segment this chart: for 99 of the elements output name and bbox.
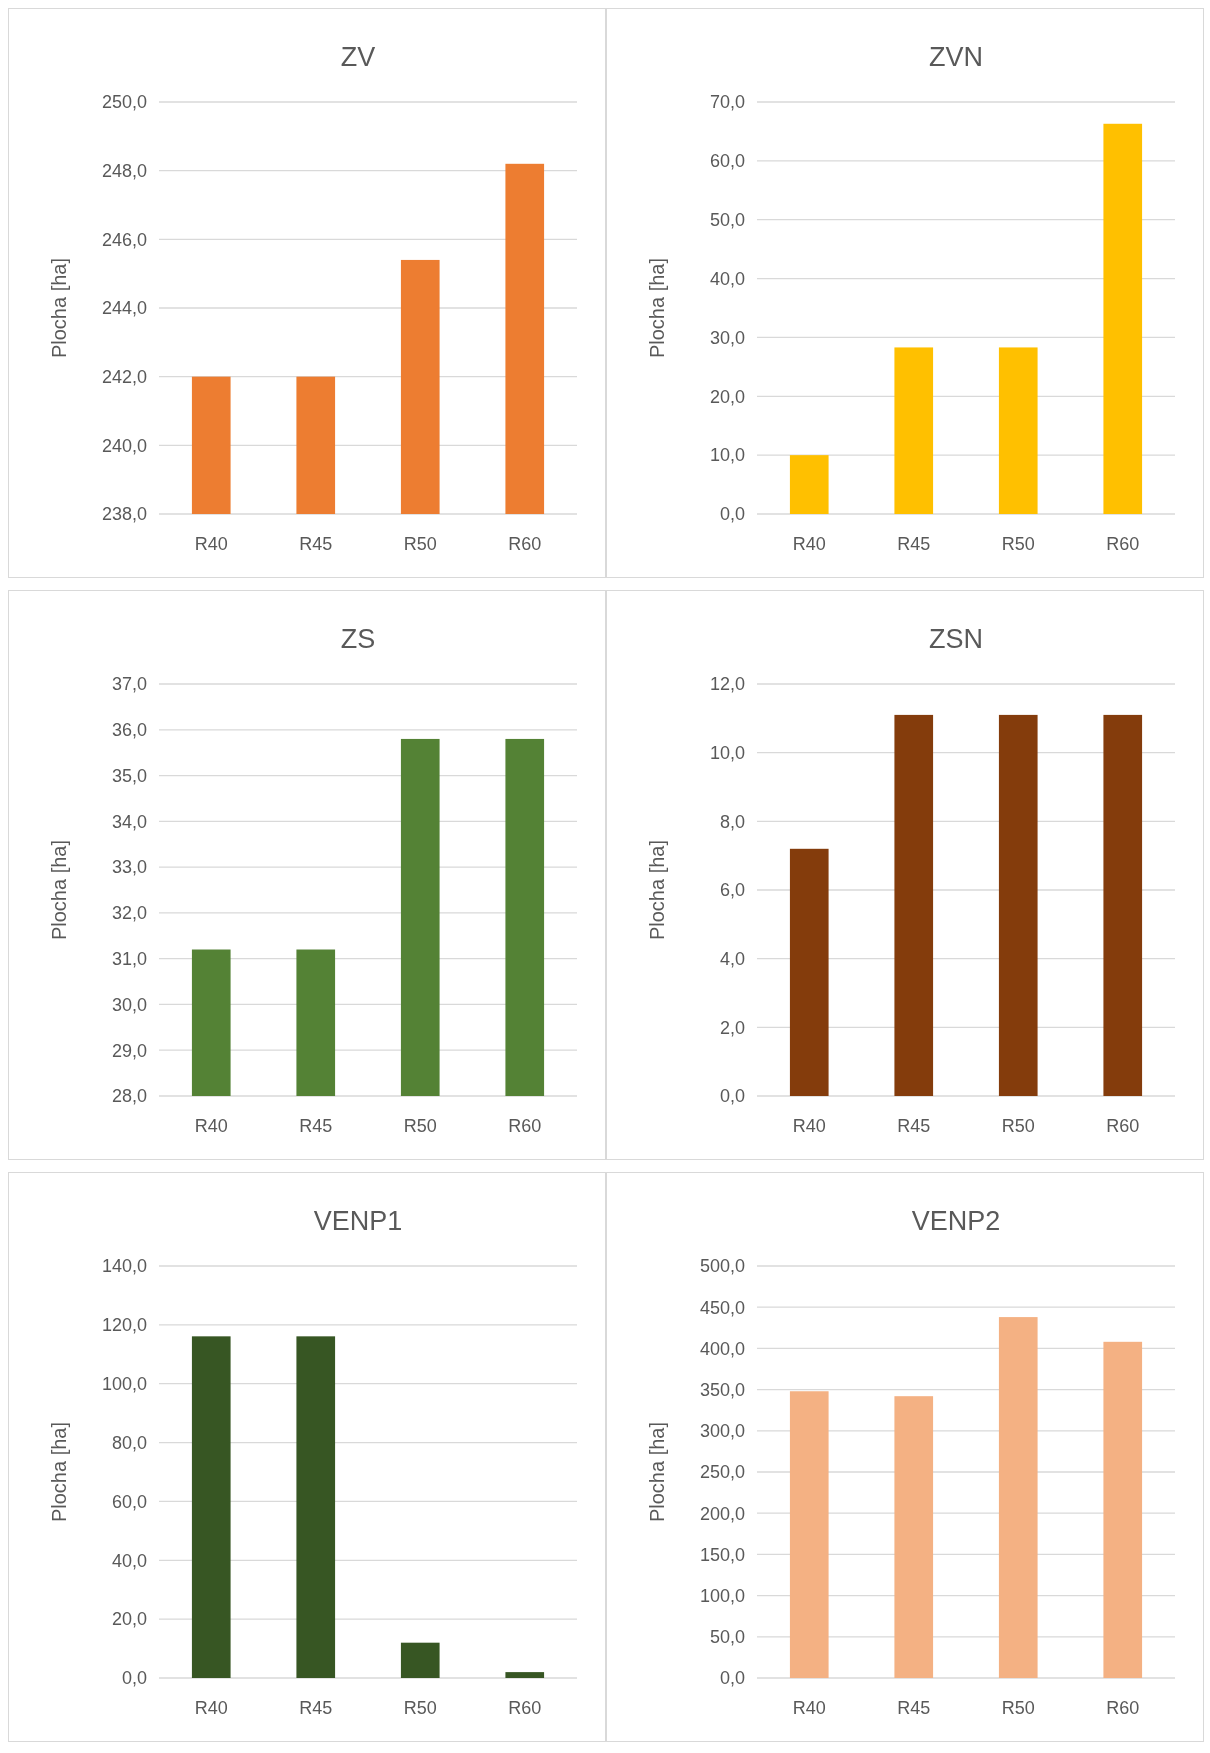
x-tick-label: R45 [897, 534, 931, 554]
y-tick-label: 300,0 [699, 1421, 745, 1442]
x-tick-label: R40 [194, 1698, 228, 1718]
y-tick-label: 150,0 [699, 1544, 745, 1565]
x-tick-label: R60 [508, 1698, 542, 1718]
bar [894, 347, 934, 514]
bar [1103, 123, 1143, 514]
x-tick-label: R50 [403, 534, 437, 554]
x-tick-label: R45 [897, 1116, 931, 1136]
y-tick-label: 50,0 [709, 210, 745, 231]
y-axis-title: Plocha [ha] [48, 257, 70, 359]
y-tick-label: 120,0 [101, 1315, 147, 1336]
y-axis-title: Plocha [ha] [48, 839, 70, 941]
y-tick-label: 33,0 [111, 857, 147, 878]
y-tick-label: 31,0 [111, 948, 147, 969]
y-tick-label: 32,0 [111, 903, 147, 924]
y-tick-label: 40,0 [709, 268, 745, 289]
y-tick-label: 246,0 [101, 229, 147, 250]
y-axis-title: Plocha [ha] [48, 1421, 70, 1523]
y-tick-label: 50,0 [709, 1627, 745, 1648]
y-tick-label: 200,0 [699, 1503, 745, 1524]
y-tick-label: 30,0 [111, 994, 147, 1015]
x-tick-label: R45 [299, 1116, 333, 1136]
y-tick-label: 80,0 [111, 1432, 147, 1453]
y-tick-label: 0,0 [719, 504, 745, 525]
y-tick-label: 100,0 [101, 1374, 147, 1395]
y-tick-label: 29,0 [111, 1040, 147, 1061]
bar [998, 347, 1038, 514]
y-tick-label: 2,0 [719, 1017, 745, 1038]
x-tick-label: R45 [897, 1698, 931, 1718]
x-tick-label: R45 [299, 534, 333, 554]
y-tick-label: 10,0 [709, 742, 745, 763]
chart-title: ZS [340, 624, 376, 654]
x-tick-label: R50 [403, 1116, 437, 1136]
y-tick-label: 238,0 [101, 504, 147, 525]
y-tick-label: 0,0 [121, 1668, 147, 1689]
y-tick-label: 28,0 [111, 1086, 147, 1107]
chart-title: ZSN [929, 624, 983, 654]
bar [789, 1391, 829, 1678]
x-tick-label: R50 [403, 1698, 437, 1718]
x-tick-label: R60 [508, 534, 542, 554]
y-tick-label: 244,0 [101, 298, 147, 319]
x-tick-label: R40 [194, 1116, 228, 1136]
y-tick-label: 0,0 [719, 1086, 745, 1107]
x-tick-label: R60 [508, 1116, 542, 1136]
bar [998, 1317, 1038, 1678]
y-axis-title: Plocha [ha] [646, 839, 668, 941]
x-tick-label: R60 [1106, 1116, 1140, 1136]
y-tick-label: 240,0 [101, 435, 147, 456]
x-tick-label: R50 [1001, 1698, 1035, 1718]
x-tick-label: R40 [792, 1698, 826, 1718]
y-tick-label: 140,0 [101, 1256, 147, 1277]
y-tick-label: 30,0 [709, 327, 745, 348]
y-tick-label: 4,0 [719, 948, 745, 969]
y-tick-label: 350,0 [699, 1379, 745, 1400]
y-tick-label: 10,0 [709, 445, 745, 466]
y-tick-label: 248,0 [101, 160, 147, 181]
y-tick-label: 250,0 [699, 1462, 745, 1483]
x-tick-label: R60 [1106, 1698, 1140, 1718]
y-tick-label: 34,0 [111, 811, 147, 832]
y-tick-label: 20,0 [111, 1609, 147, 1630]
y-axis-title: Plocha [ha] [646, 257, 668, 359]
y-tick-label: 37,0 [111, 674, 147, 695]
y-tick-label: 40,0 [111, 1550, 147, 1571]
x-tick-label: R40 [792, 1116, 826, 1136]
y-tick-label: 100,0 [699, 1585, 745, 1606]
y-tick-label: 36,0 [111, 720, 147, 741]
y-tick-label: 70,0 [709, 92, 745, 113]
bar [191, 1336, 231, 1678]
y-tick-label: 60,0 [111, 1491, 147, 1512]
y-tick-label: 0,0 [719, 1668, 745, 1689]
y-tick-label: 6,0 [719, 880, 745, 901]
x-tick-label: R45 [299, 1698, 333, 1718]
x-tick-label: R50 [1001, 534, 1035, 554]
y-tick-label: 400,0 [699, 1338, 745, 1359]
y-tick-label: 450,0 [699, 1297, 745, 1318]
bar [894, 1396, 934, 1678]
bar [1103, 1341, 1143, 1678]
y-tick-label: 8,0 [719, 811, 745, 832]
bar [505, 1672, 545, 1678]
bar [296, 1336, 336, 1678]
chart-title: VENP2 [911, 1206, 1001, 1236]
chart-title: VENP1 [313, 1206, 403, 1236]
x-tick-label: R50 [1001, 1116, 1035, 1136]
y-tick-label: 500,0 [699, 1256, 745, 1277]
y-tick-label: 20,0 [709, 386, 745, 407]
chart-title: ZVN [929, 42, 983, 72]
x-tick-label: R60 [1106, 534, 1140, 554]
x-tick-label: R40 [194, 534, 228, 554]
x-tick-label: R40 [792, 534, 826, 554]
y-tick-label: 12,0 [709, 674, 745, 695]
chart-title: ZV [340, 42, 376, 72]
bar [400, 1642, 440, 1678]
y-tick-label: 35,0 [111, 765, 147, 786]
y-tick-label: 60,0 [709, 151, 745, 172]
y-tick-label: 250,0 [101, 92, 147, 113]
bar [789, 455, 829, 514]
y-tick-label: 242,0 [101, 366, 147, 387]
y-axis-title: Plocha [ha] [646, 1421, 668, 1523]
